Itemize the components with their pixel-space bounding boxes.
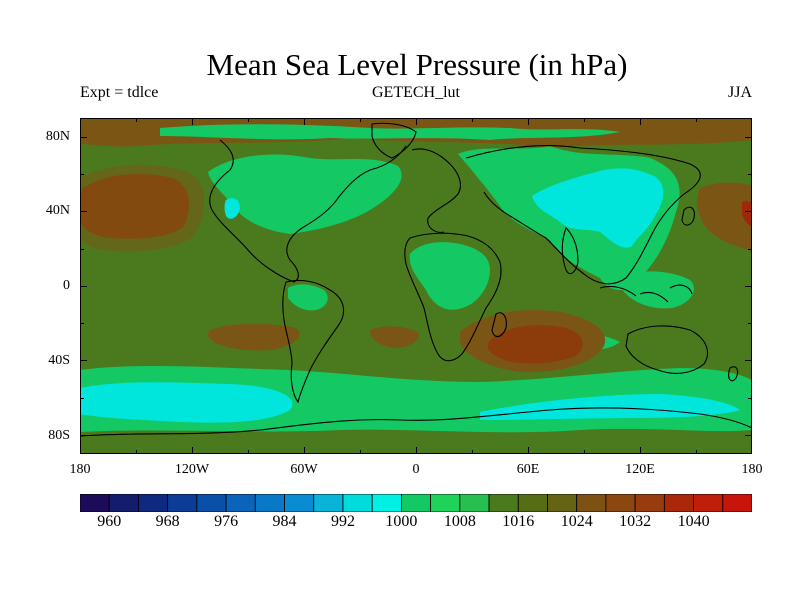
colorbar-swatch (517, 493, 548, 513)
axis-ticks (80, 118, 752, 454)
lon-tick-label: 60W (290, 462, 318, 477)
colorbar (79, 493, 753, 513)
colorbar-swatch (167, 493, 198, 513)
colorbar-swatch (488, 493, 519, 513)
colorbar-svg (79, 493, 753, 513)
colorbar-swatch (430, 493, 461, 513)
dataset-label: GETECH_lut (372, 84, 460, 101)
coast-north-america (209, 139, 407, 283)
contour-fields (80, 118, 752, 454)
colorbar-swatch (663, 493, 694, 513)
colorbar-swatch (196, 493, 227, 513)
experiment-label: Expt = tdlce (80, 84, 159, 101)
lon-tick-label: 180 (741, 462, 763, 477)
colorbar-swatch (605, 493, 636, 513)
field-south-pacific-high (207, 323, 300, 351)
field-south-indian-core (487, 325, 583, 364)
field-far-east-core (742, 201, 752, 226)
colorbar-swatch (138, 493, 169, 513)
coast-australia (625, 325, 708, 374)
colorbar-tick-label: 968 (155, 513, 180, 530)
field-southern-ocean-cyan-west (80, 382, 293, 423)
colorbar-tick-label: 1000 (385, 513, 418, 530)
colorbar-tick-label: 960 (97, 513, 122, 530)
plot-title: Mean Sea Level Pressure (in hPa) (206, 47, 628, 82)
lat-tick-label: 40N (45, 203, 70, 218)
colorbar-tick-label: 976 (214, 513, 239, 530)
lat-tick-label: 0 (63, 278, 70, 293)
lon-tick-label: 120W (174, 462, 210, 477)
coast-greenland (371, 122, 417, 159)
lon-tick-label: 60E (516, 462, 540, 477)
lat-tick-label: 80N (45, 129, 70, 144)
coast-japan (681, 206, 695, 226)
colorbar-swatch (722, 493, 753, 513)
coastlines (80, 122, 752, 437)
field-far-east-high (697, 182, 752, 250)
lon-tick-label: 180 (69, 462, 91, 477)
coast-south-america (282, 279, 345, 404)
colorbar-swatch (313, 493, 344, 513)
lat-tick-label: 80S (48, 428, 70, 443)
pressure-map (80, 118, 752, 454)
colorbar-swatch (108, 493, 139, 513)
field-southern-ocean-cyan-east (480, 394, 740, 420)
coast-maritime (599, 284, 693, 303)
field-north-america-cyan (224, 198, 240, 219)
map-svg (80, 118, 752, 454)
colorbar-tick-label: 984 (272, 513, 297, 530)
field-asia-cyan (532, 168, 664, 248)
colorbar-swatch (371, 493, 402, 513)
colorbar-swatch (693, 493, 724, 513)
season-label: JJA (727, 84, 752, 101)
colorbar-tick-label: 1008 (443, 513, 476, 530)
lon-tick-label: 0 (412, 462, 420, 477)
field-africa-low (409, 242, 490, 310)
field-south-atlantic-high (370, 326, 419, 348)
lat-tick-label: 40S (48, 353, 70, 368)
field-north-america-low (208, 154, 402, 234)
coast-india (561, 227, 579, 275)
colorbar-swatch (547, 493, 578, 513)
field-arctic-low (160, 124, 620, 140)
colorbar-swatch (284, 493, 315, 513)
field-north-pacific-halo (80, 164, 205, 252)
coast-madagascar (491, 312, 507, 338)
coast-africa (404, 232, 502, 362)
colorbar-swatch (400, 493, 432, 513)
colorbar-swatch (254, 493, 285, 513)
colorbar-tick-label: 1032 (619, 513, 652, 530)
lon-tick-label: 120E (625, 462, 655, 477)
colorbar-swatch (225, 493, 256, 513)
field-antarctic (80, 428, 752, 454)
coast-europe (411, 148, 461, 233)
colorbar-swatch (342, 493, 373, 513)
coast-antarctica (80, 407, 752, 437)
coast-asia (465, 145, 701, 285)
colorbar-swatch (634, 493, 665, 513)
colorbar-swatch (576, 493, 607, 513)
colorbar-tick-label: 1016 (502, 513, 535, 530)
colorbar-swatch (459, 493, 490, 513)
colorbar-tick-label: 1040 (677, 513, 710, 530)
colorbar-tick-label: 1024 (560, 513, 593, 530)
colorbar-tick-label: 992 (330, 513, 355, 530)
field-indopacific-low (619, 271, 694, 309)
field-south-america-low (288, 284, 328, 311)
coast-new-zealand (728, 366, 739, 382)
colorbar-swatch (79, 493, 110, 513)
